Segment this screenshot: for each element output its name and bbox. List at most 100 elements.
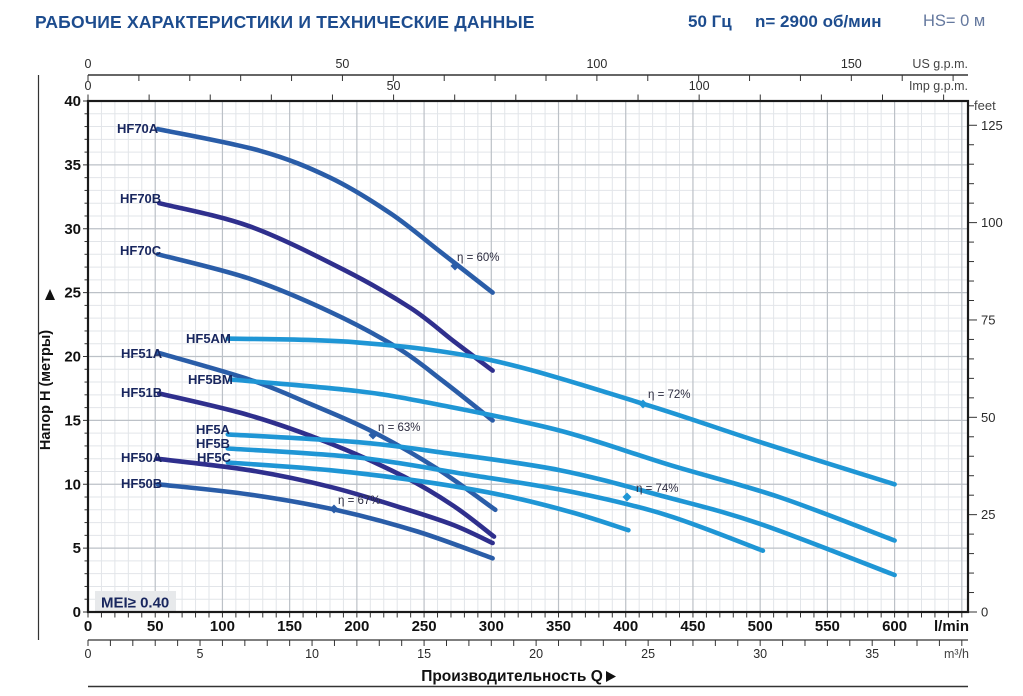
axis-tick-label: 15 [417, 647, 431, 661]
axis-tick-label: 30 [753, 647, 767, 661]
axis-tick-label: 150 [841, 57, 862, 71]
head-axis: 0 5 10 15 20 25 30 35 40 Напор H (метры) [38, 93, 88, 621]
grid [88, 101, 968, 612]
axis-tick-label: 100 [210, 618, 235, 635]
axis-tick-label: 35 [865, 647, 879, 661]
axis-tick-label: 0 [73, 604, 81, 621]
axis-tick-label: 50 [147, 618, 164, 635]
axis-tick-label: 50 [335, 57, 349, 71]
axis-tick-label: 75 [981, 312, 995, 327]
axis-tick-label: 100 [689, 79, 710, 93]
axis-tick-label: 125 [981, 118, 1003, 133]
axis-tick-label: 450 [680, 618, 705, 635]
axis-tick-label: 300 [479, 618, 504, 635]
feet-axis: 0 25 50 75 100 125 feet [968, 98, 1003, 620]
axis-tick-label: 25 [64, 285, 81, 302]
curve-label-HF5AM: HF5AM [186, 331, 231, 346]
rotation-speed-value: n= 2900 об/мин [755, 12, 882, 31]
curve-label-HF5A: HF5A [196, 422, 231, 437]
axis-tick-label: 25 [981, 507, 995, 522]
axis-tick-label: 350 [546, 618, 571, 635]
curve-label-HF50A: HF50A [121, 450, 163, 465]
curve-label-HF51A: HF51A [121, 346, 163, 361]
axis-tick-label: 100 [586, 57, 607, 71]
axis-tick-label: 25 [641, 647, 655, 661]
axis-tick-label: 200 [344, 618, 369, 635]
efficiency-label-HF70A: η = 60% [457, 252, 500, 264]
mei-badge: MEI≥ 0.40 [95, 591, 176, 613]
axis-tick-label: 0 [981, 605, 988, 620]
efficiency-label-HF5B: η = 74% [636, 483, 679, 495]
curve-label-HF51B: HF51B [121, 385, 162, 400]
head-axis-title: Напор H (метры) [38, 330, 54, 450]
curve-HF51B [156, 391, 497, 539]
curve-label-HF70A: HF70A [117, 121, 159, 136]
us-gpm-axis: 0 50 100 150 US g.p.m. [37, 57, 968, 640]
axis-tick-label: 0 [85, 57, 92, 71]
curve-HF50A [154, 456, 495, 546]
axis-tick-label: 500 [748, 618, 773, 635]
axis-tick-label: 250 [412, 618, 437, 635]
axis-tick-label: 20 [64, 349, 81, 366]
efficiency-marker-HF70A [450, 261, 460, 271]
curve-HF5AM [225, 336, 897, 487]
m3h-unit-label: m³/h [944, 647, 969, 661]
axis-tick-label: 0 [85, 647, 92, 661]
curve-HF5C [225, 460, 631, 533]
axis-tick-label: 150 [277, 618, 302, 635]
page-title: РАБОЧИЕ ХАРАКТЕРИСТИКИ И ТЕХНИЧЕСКИЕ ДАН… [35, 12, 535, 32]
axis-tick-label: 5 [197, 647, 204, 661]
head-axis-arrow-icon [45, 289, 55, 300]
axis-tick-label: 15 [64, 412, 81, 429]
curve-label-HF5C: HF5C [197, 450, 232, 465]
axis-tick-label: 0 [84, 618, 92, 635]
curve-HF5B [225, 446, 766, 553]
feet-unit-label: feet [974, 98, 996, 113]
us-gpm-unit-label: US g.p.m. [912, 57, 968, 71]
efficiency-markers: η = 60% η = 63% η = 67% η = 72% η = 74% [329, 252, 691, 514]
curve-label-HF70C: HF70C [120, 243, 162, 258]
axis-tick-label: 100 [981, 215, 1003, 230]
mei-badge-label: MEI≥ 0.40 [101, 595, 169, 612]
imp-gpm-axis: 0 50 100 Imp g.p.m. [85, 79, 968, 101]
curve-label-HF70B: HF70B [120, 191, 161, 206]
curve-HF70B [156, 200, 495, 373]
axis-tick-label: 40 [64, 93, 81, 110]
curve-label-HF50B: HF50B [121, 476, 162, 491]
efficiency-label-HF51A: η = 63% [378, 422, 421, 434]
efficiency-label-HF5AM: η = 72% [648, 389, 691, 401]
efficiency-marker-HF51A [368, 430, 378, 440]
suction-head-value: HS= 0 м [923, 12, 986, 30]
axis-tick-label: 20 [529, 647, 543, 661]
axis-tick-label: 30 [64, 221, 81, 238]
curve-HF5A [225, 432, 897, 578]
axis-tick-label: 600 [882, 618, 907, 635]
axis-tick-label: 35 [64, 157, 81, 174]
axis-tick-label: 5 [73, 540, 81, 557]
pump-curves: HF70AHF70BHF70CHF5AMHF51AHF5BMHF51BHF5AH… [117, 121, 897, 578]
curve-HF70C [155, 252, 495, 423]
curve-HF70A [155, 126, 495, 295]
m3h-axis: 0 5 10 15 20 25 30 35 m³/h [85, 639, 969, 661]
plot-border [86, 99, 970, 614]
imp-gpm-unit-label: Imp g.p.m. [909, 79, 968, 93]
axis-tick-label: 10 [305, 647, 319, 661]
lmin-unit-label: l/min [934, 618, 969, 635]
axis-tick-label: 50 [981, 410, 995, 425]
axis-tick-label: 50 [387, 79, 401, 93]
axis-tick-label: 400 [613, 618, 638, 635]
efficiency-marker-HF50B [329, 504, 339, 514]
flow-axis-title: Производительность Q [88, 668, 968, 688]
flow-axis-arrow-icon [606, 671, 616, 682]
frequency-value: 50 Гц [688, 12, 732, 31]
efficiency-marker-HF5B [622, 492, 632, 502]
curve-label-HF5BM: HF5BM [188, 372, 233, 387]
flow-axis-label: Производительность Q [421, 668, 603, 685]
axis-tick-label: 10 [64, 476, 81, 493]
curve-label-HF5B: HF5B [196, 436, 230, 451]
axis-tick-label: 0 [85, 79, 92, 93]
lmin-axis: 0 50 100 150 200 250 300 350 400 450 500 550 600 l/mi… [84, 612, 969, 635]
efficiency-label-HF50B: η = 67% [338, 495, 381, 507]
